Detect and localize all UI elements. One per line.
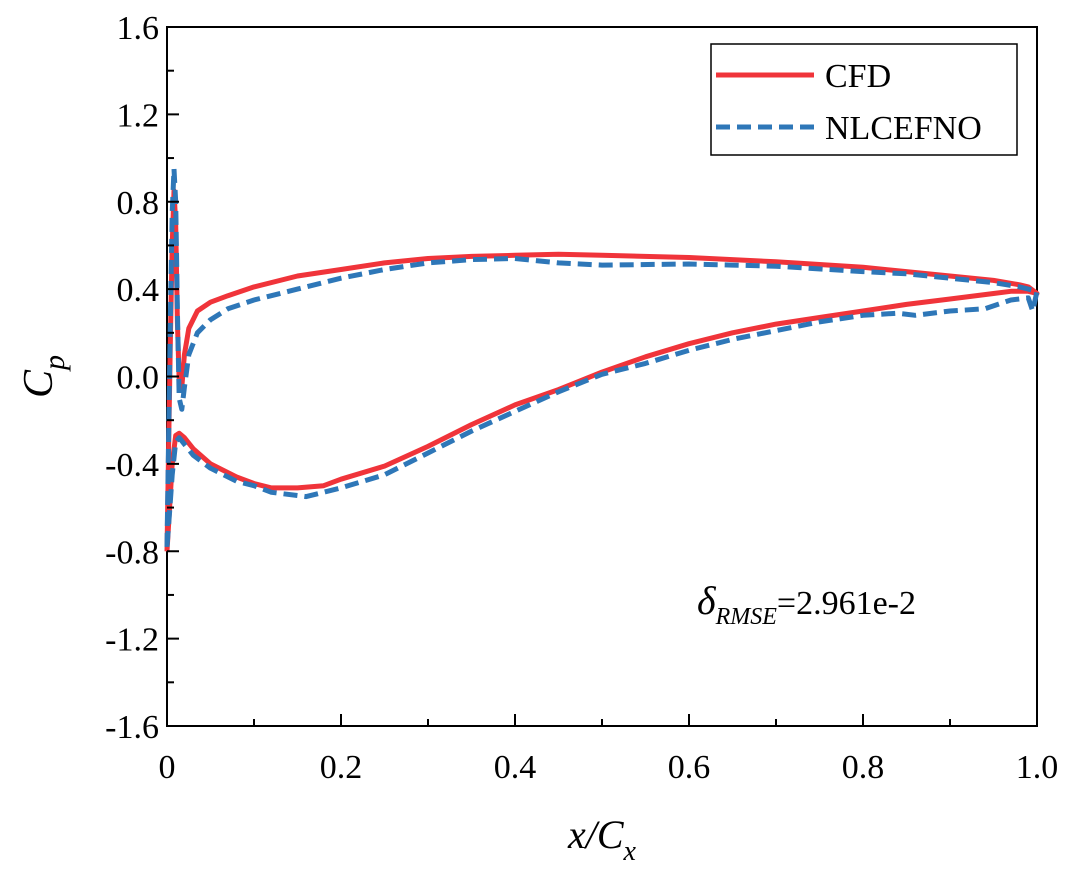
ticks-layer: 0 0.2 0.4 0.6 0.8 1.0 1.6 1.2 0.8 0.4 0.0 -0.4 -0.8 -… xyxy=(105,10,1058,786)
legend-label-cfd: CFD xyxy=(825,58,891,95)
rmse-symbol: δ xyxy=(697,578,717,623)
series-layer xyxy=(164,166,1040,552)
y-tick-label: -1.2 xyxy=(105,622,159,659)
y-tick-label: 1.6 xyxy=(117,10,160,47)
y-axis-title-subscript: p xyxy=(38,355,71,372)
x-tick-label: 0.2 xyxy=(320,749,363,786)
y-axis-title: Cp xyxy=(16,355,71,398)
legend-box xyxy=(710,43,1018,156)
rmse-subscript: RMSE xyxy=(715,604,778,630)
y-tick-label: -0.8 xyxy=(105,534,159,571)
legend-label-nlcefno: NLCEFNO xyxy=(825,110,982,147)
plot-area: 0 0.2 0.4 0.6 0.8 1.0 1.6 1.2 0.8 0.4 0.0 -0.4 -0.8 -… xyxy=(105,10,1058,786)
x-axis-title-subscript: x xyxy=(623,836,637,867)
x-tick-label: 0 xyxy=(159,749,176,786)
series-line-nlcefno xyxy=(164,166,1040,548)
x-tick-label: 0.4 xyxy=(494,749,537,786)
x-tick-label: 0.8 xyxy=(842,749,885,786)
y-tick-label: -1.6 xyxy=(105,709,159,746)
y-tick-label: 0.8 xyxy=(117,185,160,222)
rmse-value: =2.961e-2 xyxy=(777,585,916,622)
y-tick-label: 0.0 xyxy=(117,360,160,397)
y-tick-label: 0.4 xyxy=(117,272,160,309)
x-tick-label: 1.0 xyxy=(1016,749,1059,786)
y-axis-title-main: C xyxy=(16,369,62,398)
rmse-annotation: δRMSE=2.961e-2 xyxy=(697,578,916,630)
legend: CFD NLCEFNO xyxy=(710,43,1018,156)
y-tick-label: 1.2 xyxy=(117,97,160,134)
x-tick-label: 0.6 xyxy=(668,749,711,786)
series-line-cfd xyxy=(164,188,1040,552)
x-axis-title: x/Cx xyxy=(567,812,637,867)
y-tick-label: -0.4 xyxy=(105,447,159,484)
x-axis-title-main: x/C xyxy=(567,812,625,857)
